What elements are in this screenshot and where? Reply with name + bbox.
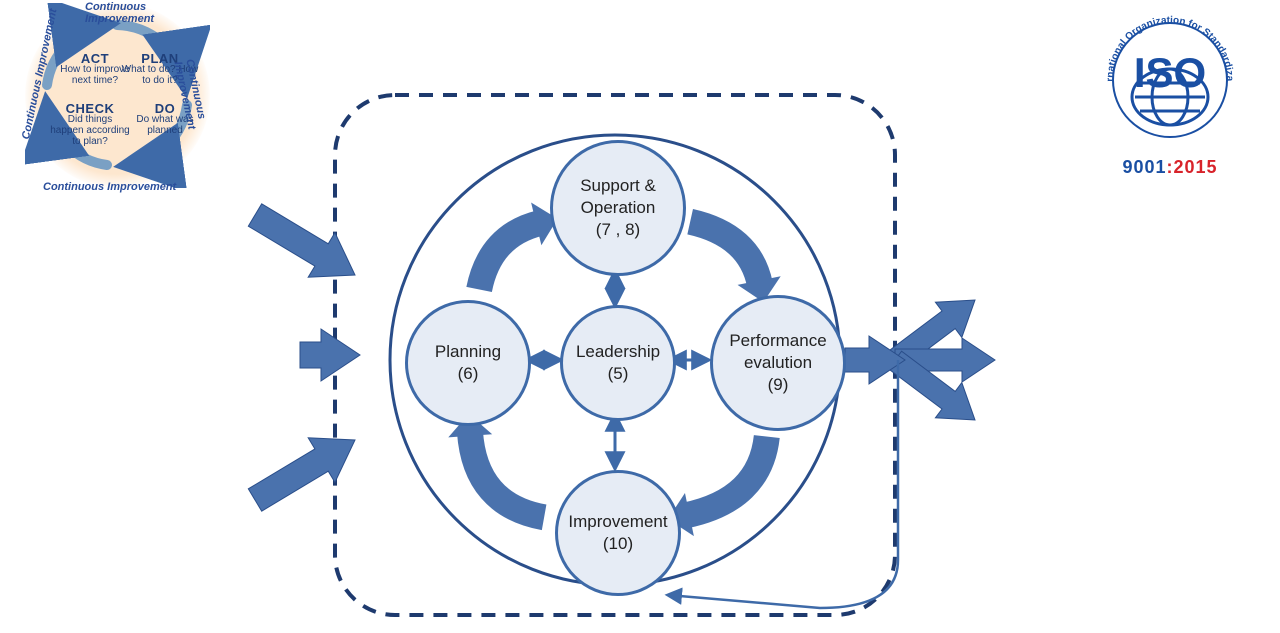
iso-year: 9001:2015	[1080, 157, 1260, 178]
pdca-arc-label-2: Continuous Improvement	[43, 181, 176, 193]
cycle-arrow-1	[690, 222, 760, 285]
output-arrow-0	[888, 300, 975, 369]
pdca-check: CHECKDid things happen according to plan…	[50, 103, 130, 147]
input-arrow-2	[248, 438, 355, 511]
iso-badge: International Organization for Standardi…	[1080, 5, 1260, 178]
input-arrow-0	[248, 204, 355, 277]
cycle-arrow-0	[479, 223, 540, 289]
cycle-arrow-3	[470, 432, 544, 518]
node-improve: Improvement(10)	[555, 470, 681, 596]
node-leadership: Leadership(5)	[560, 305, 676, 421]
output-arrow-2	[888, 351, 975, 420]
node-planning: Planning(6)	[405, 300, 531, 426]
diagram-stage: Leadership(5)Planning(6)Support &Operati…	[0, 0, 1280, 633]
pdca-arc-label-0: Continuous Improvement	[85, 1, 210, 25]
output-arrow-stem	[845, 336, 905, 384]
input-arrow-1	[300, 329, 360, 381]
node-perf: Performance evalution(9)	[710, 295, 846, 431]
node-support: Support &Operation(7 , 8)	[550, 140, 686, 276]
output-arrow-1	[895, 338, 995, 382]
cycle-arrow-2	[686, 437, 767, 516]
pdca-wheel: ACTHow to improve next time?PLANWhat to …	[25, 3, 210, 188]
iso-big: ISO	[1134, 49, 1206, 96]
